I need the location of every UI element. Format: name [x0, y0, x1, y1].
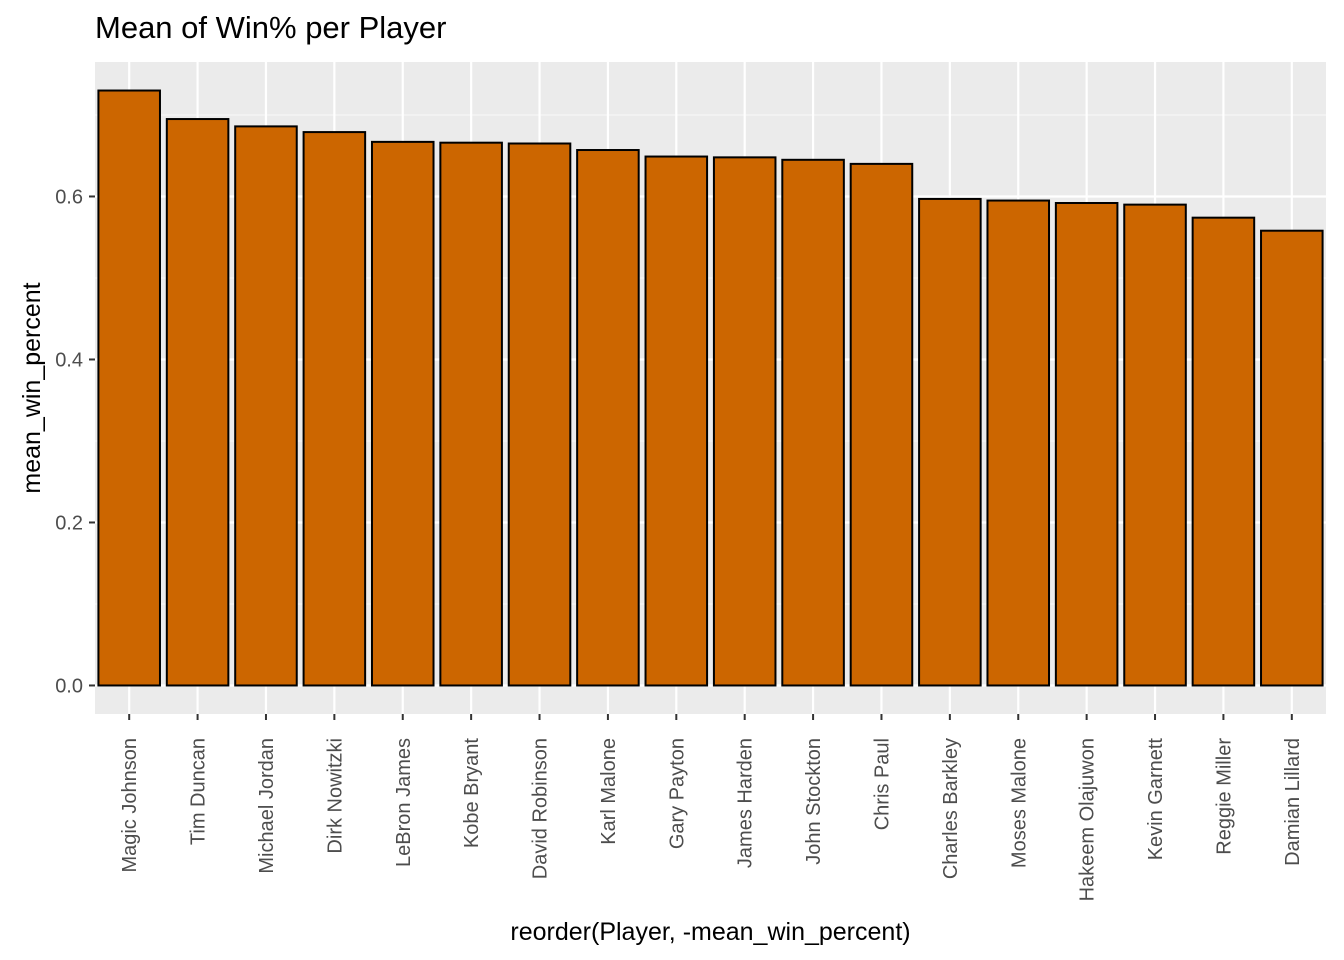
- x-axis-title: reorder(Player, -mean_win_percent): [510, 918, 910, 946]
- x-tick-label: Charles Barkley: [940, 738, 962, 879]
- x-tick-label: Chris Paul: [871, 738, 893, 830]
- bar-hakeem-olajuwon: [1054, 201, 1119, 687]
- bar-michael-jordan: [234, 125, 298, 687]
- y-tick-label: 0.6: [55, 186, 83, 208]
- x-tick-label: Hakeem Olajuwon: [1077, 738, 1099, 901]
- x-tick-label: Tim Duncan: [188, 738, 210, 845]
- y-tick-label: 0.4: [55, 349, 83, 371]
- x-tick-label: James Harden: [735, 738, 757, 868]
- x-tick-label: Dirk Nowitzki: [324, 738, 346, 854]
- bar-lebron-james: [370, 140, 435, 687]
- bar-dirk-nowitzki: [302, 131, 367, 687]
- bar-damian-lillard: [1260, 229, 1324, 687]
- x-tick-label: Kobe Bryant: [461, 738, 483, 849]
- x-tick-label: Magic Johnson: [119, 738, 141, 873]
- bar-moses-malone: [986, 199, 1051, 687]
- plot-panel: [95, 62, 1326, 714]
- x-tick-label: Moses Malone: [1008, 738, 1030, 868]
- chart-title: Mean of Win% per Player: [95, 10, 447, 45]
- bar-chris-paul: [849, 162, 914, 687]
- x-tick-label: Reggie Miller: [1213, 738, 1235, 855]
- bar-reggie-miller: [1191, 216, 1256, 687]
- x-tick-label: LeBron James: [393, 738, 415, 867]
- bar-gary-payton: [644, 155, 709, 687]
- bar-kobe-bryant: [439, 141, 503, 687]
- x-tick-label: Michael Jordan: [256, 738, 278, 874]
- x-tick-label: John Stockton: [803, 738, 825, 865]
- y-tick-label: 0.2: [55, 512, 83, 534]
- axes: 0.0 0.2 0.4 0.6 Magic Johnson Tim Duncan Micha…: [55, 186, 1304, 901]
- bar-james-harden: [712, 156, 777, 687]
- bar-karl-malone: [576, 149, 640, 687]
- x-tick-label: Karl Malone: [598, 738, 620, 845]
- bars: [97, 89, 1324, 687]
- panel-background: [95, 62, 1326, 714]
- x-tick-label: Kevin Garnett: [1145, 738, 1167, 861]
- bar-kevin-garnett: [1123, 203, 1187, 687]
- x-tick-label: Damian Lillard: [1282, 738, 1304, 866]
- bar-david-robinson: [507, 142, 572, 687]
- bar-charles-barkley: [918, 197, 982, 687]
- y-tick-label: 0.0: [55, 675, 83, 697]
- x-tick-label: Gary Payton: [666, 738, 688, 849]
- bar-magic-johnson: [97, 89, 161, 687]
- x-tick-label: David Robinson: [530, 738, 552, 879]
- y-axis-title: mean_win_percent: [18, 282, 46, 493]
- bar-john-stockton: [781, 158, 845, 687]
- bar-tim-duncan: [165, 118, 230, 687]
